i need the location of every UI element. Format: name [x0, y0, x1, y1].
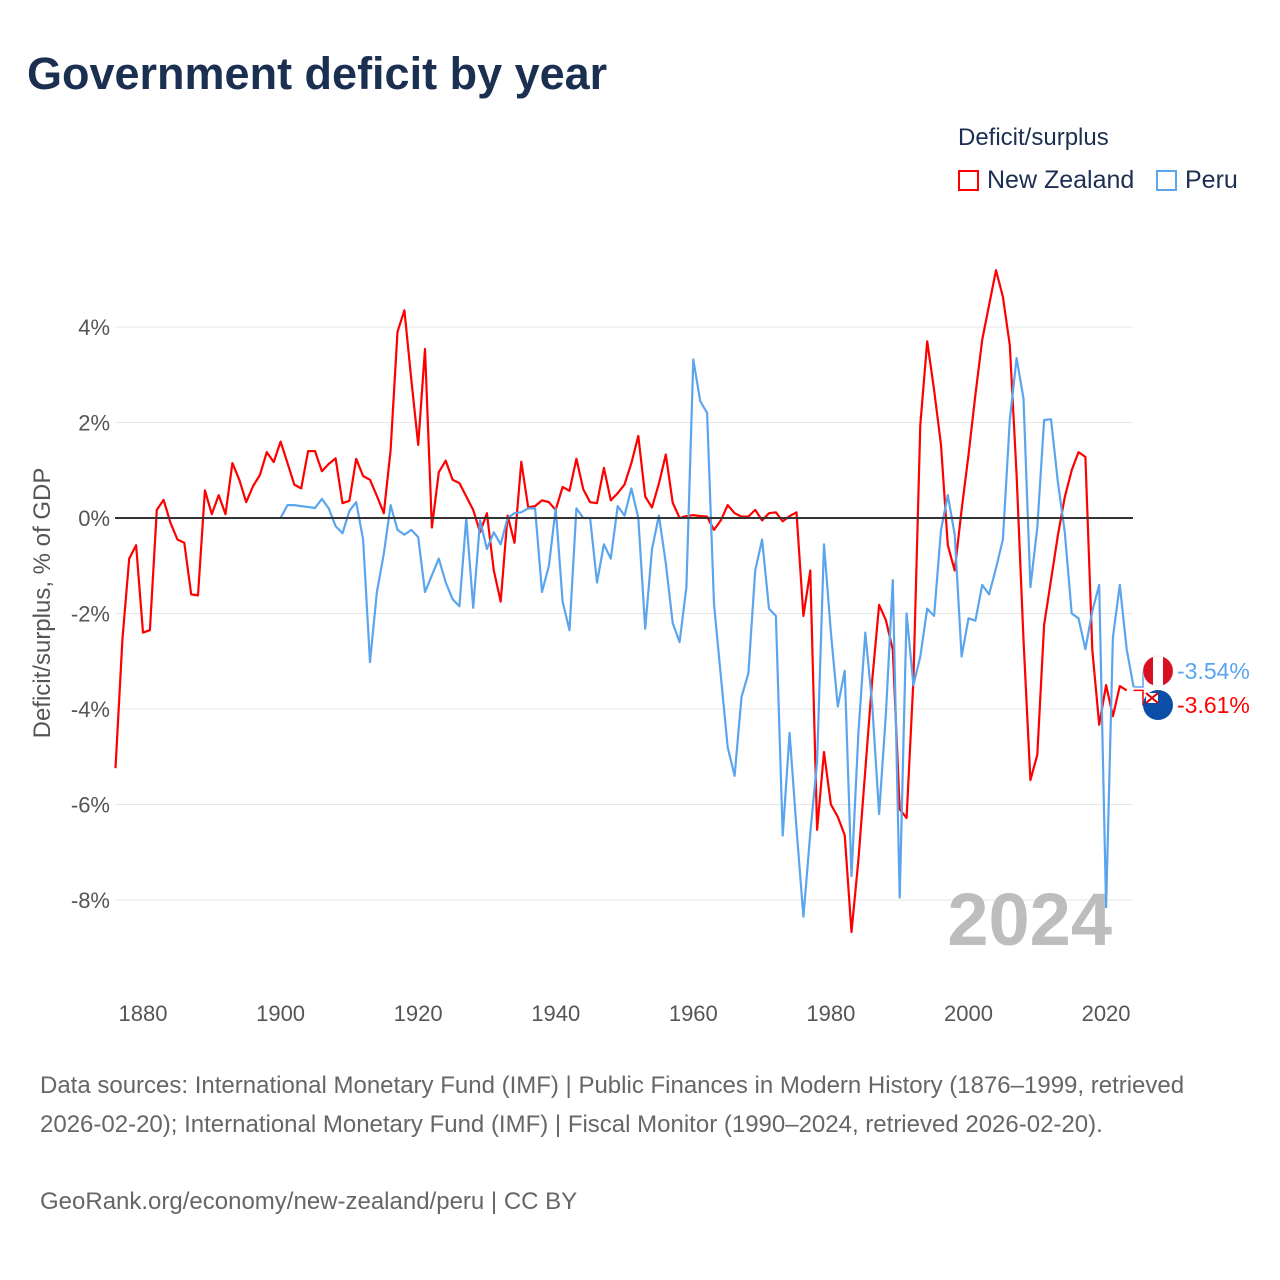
y-tick-label: 4%	[78, 315, 110, 340]
end-value-label: -3.54%	[1177, 658, 1250, 684]
data-sources: Data sources: International Monetary Fun…	[40, 1072, 1185, 1138]
y-tick-label: -8%	[71, 888, 110, 913]
line-chart: 4% 2% 0% -2% -4% -6% -8% 1880 1900 1920 1940 1960 1…	[29, 269, 1250, 1026]
y-tick-label: 2%	[78, 411, 110, 436]
series-line-peru	[279, 356, 1135, 918]
x-tick-label: 1940	[531, 1001, 580, 1026]
series-line-new-zealand	[114, 269, 1128, 934]
new-zealand-flag-icon	[1143, 690, 1173, 720]
y-tick-label: -6%	[71, 793, 110, 818]
legend-label: New Zealand	[987, 166, 1135, 194]
x-tick-label: 1920	[394, 1001, 443, 1026]
x-tick-label: 1960	[669, 1001, 718, 1026]
chart-title: Government deficit by year	[27, 48, 608, 99]
year-label: 2024	[947, 878, 1112, 961]
legend-item-peru[interactable]: Peru	[1156, 166, 1238, 195]
x-tick-label: 2000	[944, 1001, 993, 1026]
y-tick-label: 0%	[78, 506, 110, 531]
legend-swatch-peru	[1156, 170, 1177, 191]
attribution-link[interactable]: GeoRank.org/economy/new-zealand/peru | C…	[40, 1188, 578, 1215]
legend-item-new-zealand[interactable]: New Zealand	[958, 166, 1134, 195]
legend-swatch-new-zealand	[958, 170, 979, 191]
x-tick-label: 1880	[119, 1001, 168, 1026]
end-value-label: -3.61%	[1177, 692, 1250, 718]
x-tick-label: 1980	[806, 1001, 855, 1026]
legend-title: Deficit/surplus	[958, 124, 1109, 151]
legend-label: Peru	[1185, 166, 1238, 194]
x-tick-label: 1900	[256, 1001, 305, 1026]
y-tick-label: -4%	[71, 697, 110, 722]
peru-flag-icon	[1142, 655, 1174, 687]
x-tick-label: 2020	[1082, 1001, 1131, 1026]
y-axis-title: Deficit/surplus, % of GDP	[29, 468, 56, 739]
y-tick-label: -2%	[71, 602, 110, 627]
